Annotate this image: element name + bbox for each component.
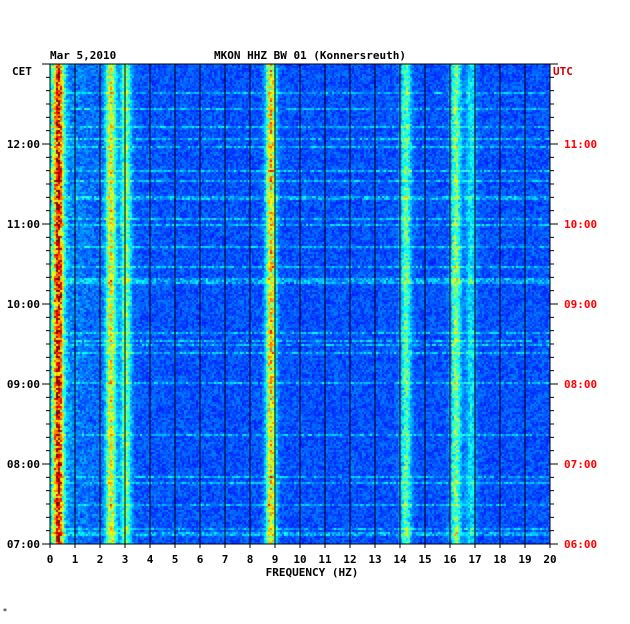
x-tick-label: 4 <box>147 553 154 566</box>
x-tick-label: 3 <box>122 553 129 566</box>
y-axis-left: 07:00 08:00 09:00 10:00 11:00 12:00 <box>7 63 50 551</box>
x-tick-label: 19 <box>518 553 531 566</box>
date-label: Mar 5,2010 <box>50 49 116 62</box>
y-left-label: 08:00 <box>7 458 40 471</box>
x-tick-label: 6 <box>197 553 204 566</box>
y-left-label: 11:00 <box>7 218 40 231</box>
x-axis-label: FREQUENCY (HZ) <box>266 566 359 579</box>
y-right-label: 07:00 <box>564 458 597 471</box>
y-left-label: 07:00 <box>7 538 40 551</box>
y-right-label: 09:00 <box>564 298 597 311</box>
x-tick-label: 16 <box>443 553 457 566</box>
y-axis-right: 06:00 07:00 08:00 09:00 10:00 11:00 <box>550 63 597 551</box>
y-left-label: 12:00 <box>7 138 40 151</box>
station-title: MKON HHZ BW 01 (Konnersreuth) <box>214 49 406 62</box>
x-tick-label: 15 <box>418 553 431 566</box>
x-tick-label: 18 <box>493 553 506 566</box>
y-right-label: 10:00 <box>564 218 597 231</box>
y-right-label: 08:00 <box>564 378 597 391</box>
corner-mark: * <box>3 607 7 616</box>
x-tick-label: 0 <box>47 553 54 566</box>
x-tick-label: 7 <box>222 553 229 566</box>
x-tick-label: 17 <box>468 553 481 566</box>
utc-label: UTC <box>553 65 573 78</box>
y-left-label: 09:00 <box>7 378 40 391</box>
y-left-label: 10:00 <box>7 298 40 311</box>
cet-label: CET <box>12 65 32 78</box>
x-tick-label: 13 <box>368 553 381 566</box>
x-tick-label: 5 <box>172 553 179 566</box>
y-right-label: 06:00 <box>564 538 597 551</box>
x-tick-label: 9 <box>272 553 279 566</box>
y-right-label: 11:00 <box>564 138 597 151</box>
x-axis: 0 1 2 3 4 5 6 7 8 9 10 11 12 13 14 15 16 17 18 19 20 <box>47 544 557 566</box>
grid-lines <box>49 63 551 545</box>
x-tick-label: 1 <box>72 553 79 566</box>
x-tick-label: 2 <box>97 553 104 566</box>
x-tick-label: 14 <box>393 553 407 566</box>
x-tick-label: 12 <box>343 553 356 566</box>
x-tick-label: 20 <box>543 553 556 566</box>
x-tick-label: 8 <box>247 553 254 566</box>
x-tick-label: 10 <box>293 553 306 566</box>
x-tick-label: 11 <box>318 553 332 566</box>
